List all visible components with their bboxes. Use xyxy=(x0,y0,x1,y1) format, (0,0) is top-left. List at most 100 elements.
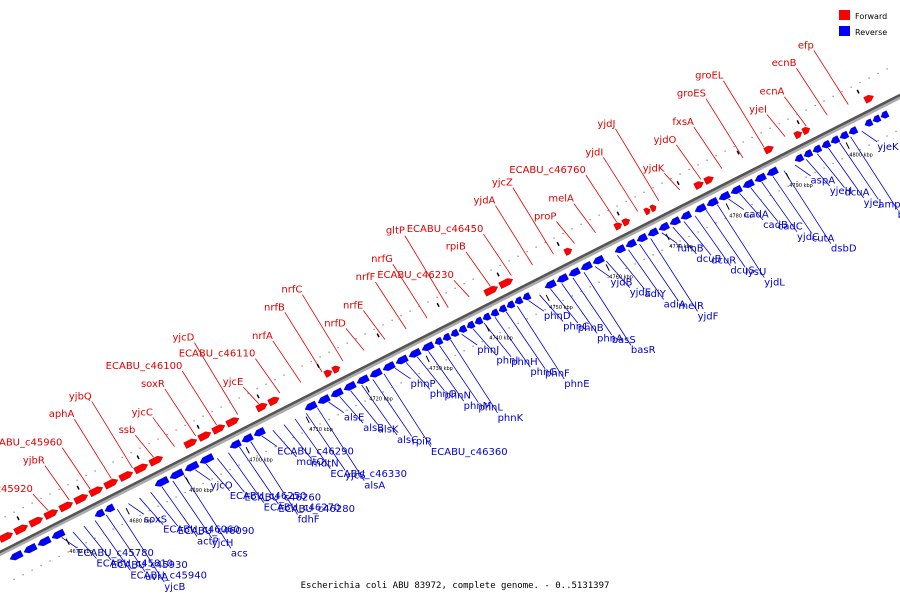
forward-gene-arrow[interactable] xyxy=(763,145,774,155)
reverse-gene-arrow[interactable] xyxy=(442,332,452,341)
forward-gene-arrow[interactable] xyxy=(0,532,14,543)
reverse-gene-arrow[interactable] xyxy=(880,110,890,119)
gene-label-cutA: cutA xyxy=(812,233,835,244)
reverse-gene-arrow[interactable] xyxy=(669,216,682,226)
forward-guide-dot xyxy=(886,68,888,70)
reverse-gene-arrow[interactable] xyxy=(872,114,882,123)
forward-gene-arrow[interactable] xyxy=(73,494,89,505)
reverse-gene-arrow[interactable] xyxy=(614,244,627,254)
reverse-gene-arrow[interactable] xyxy=(830,135,841,144)
forward-gene-arrow[interactable] xyxy=(103,478,119,490)
reverse-gene-arrow[interactable] xyxy=(434,336,444,345)
reverse-gene-arrow[interactable] xyxy=(625,238,638,248)
reverse-gene-arrow[interactable] xyxy=(680,210,693,220)
reverse-gene-arrow[interactable] xyxy=(241,433,254,443)
reverse-gene-arrow[interactable] xyxy=(23,542,38,554)
reverse-gene-arrow[interactable] xyxy=(169,468,185,480)
reverse-gene-arrow[interactable] xyxy=(253,427,266,437)
reverse-gene-arrow[interactable] xyxy=(694,203,707,213)
forward-gene-arrow[interactable] xyxy=(693,181,704,190)
reverse-gene-arrow[interactable] xyxy=(184,460,200,472)
forward-gene-arrow[interactable] xyxy=(613,222,623,231)
reverse-gene-arrow[interactable] xyxy=(718,190,731,201)
reverse-gene-arrow[interactable] xyxy=(754,172,767,183)
forward-gene-arrow[interactable] xyxy=(43,509,59,520)
reverse-gene-arrow[interactable] xyxy=(490,308,500,317)
reverse-gene-arrow[interactable] xyxy=(51,528,66,539)
reverse-gene-arrow[interactable] xyxy=(395,354,409,365)
forward-gene-arrow[interactable] xyxy=(643,207,651,216)
forward-gene-arrow[interactable] xyxy=(483,285,499,297)
forward-gene-arrow[interactable] xyxy=(197,431,212,442)
reverse-gene-arrow[interactable] xyxy=(839,130,850,140)
gene-label-groEL: groEL xyxy=(695,71,724,82)
reverse-gene-arrow[interactable] xyxy=(498,304,508,313)
reverse-gene-arrow[interactable] xyxy=(544,279,557,289)
forward-gene-arrow[interactable] xyxy=(225,417,240,428)
forward-gene-arrow[interactable] xyxy=(563,247,573,256)
reverse-gene-arrow[interactable] xyxy=(706,196,719,207)
forward-gene-arrow[interactable] xyxy=(58,501,74,513)
forward-gene-arrow[interactable] xyxy=(267,396,280,407)
reverse-gene-arrow[interactable] xyxy=(803,149,814,158)
reverse-gene-arrow[interactable] xyxy=(330,387,344,398)
reverse-gene-arrow[interactable] xyxy=(408,347,422,358)
reverse-gene-arrow[interactable] xyxy=(229,439,242,449)
reverse-gene-arrow[interactable] xyxy=(474,316,484,325)
forward-gene-arrow[interactable] xyxy=(148,455,164,467)
reverse-gene-arrow[interactable] xyxy=(466,320,476,329)
forward-gene-arrow[interactable] xyxy=(793,130,803,140)
reverse-gene-arrow[interactable] xyxy=(369,367,383,378)
forward-gene-arrow[interactable] xyxy=(183,438,198,449)
forward-gene-arrow[interactable] xyxy=(801,126,811,136)
reverse-gene-arrow[interactable] xyxy=(506,300,516,309)
reverse-gene-arrow[interactable] xyxy=(812,144,823,153)
reverse-gene-arrow[interactable] xyxy=(730,184,743,195)
forward-gene-arrow[interactable] xyxy=(255,402,268,413)
reverse-gene-arrow[interactable] xyxy=(450,328,460,337)
forward-gene-arrow[interactable] xyxy=(13,524,29,536)
reverse-gene-arrow[interactable] xyxy=(794,153,805,163)
forward-gene-arrow[interactable] xyxy=(498,278,514,289)
reverse-gene-arrow[interactable] xyxy=(592,254,605,265)
reverse-gene-arrow[interactable] xyxy=(864,118,874,127)
reverse-gene-arrow[interactable] xyxy=(742,178,755,189)
reverse-gene-arrow[interactable] xyxy=(568,267,581,277)
reverse-gene-arrow[interactable] xyxy=(356,374,370,385)
forward-gene-arrow[interactable] xyxy=(133,463,149,475)
forward-gene-arrow[interactable] xyxy=(211,424,226,435)
reverse-gene-arrow[interactable] xyxy=(766,166,779,176)
forward-gene-arrow[interactable] xyxy=(621,218,631,227)
reverse-gene-arrow[interactable] xyxy=(421,341,435,352)
reverse-gene-arrow[interactable] xyxy=(317,394,331,404)
reverse-gene-arrow[interactable] xyxy=(458,324,468,333)
reverse-gene-arrow[interactable] xyxy=(647,227,660,237)
reverse-gene-arrow[interactable] xyxy=(636,232,649,242)
reverse-gene-arrow[interactable] xyxy=(482,312,492,321)
reverse-gene-arrow[interactable] xyxy=(580,260,593,271)
reverse-gene-arrow[interactable] xyxy=(556,273,569,283)
reverse-gene-arrow[interactable] xyxy=(658,221,671,231)
reverse-gene-arrow[interactable] xyxy=(199,453,215,464)
forward-gene-arrow[interactable] xyxy=(88,486,104,498)
reverse-gene-arrow[interactable] xyxy=(343,380,357,391)
forward-gene-arrow[interactable] xyxy=(649,204,657,213)
reverse-gene-arrow[interactable] xyxy=(37,535,52,547)
forward-gene-arrow[interactable] xyxy=(863,94,874,104)
forward-gene-arrow[interactable] xyxy=(331,365,341,374)
forward-gene-arrow[interactable] xyxy=(323,369,333,378)
reverse-gene-arrow[interactable] xyxy=(848,126,859,135)
reverse-gene-arrow[interactable] xyxy=(382,361,396,371)
reverse-gene-arrow[interactable] xyxy=(104,503,116,513)
forward-gene-arrow[interactable] xyxy=(28,516,44,528)
reverse-gene-arrow[interactable] xyxy=(9,550,24,561)
reverse-gene-arrow[interactable] xyxy=(154,475,170,487)
reverse-gene-arrow[interactable] xyxy=(514,296,524,305)
reverse-gene-arrow[interactable] xyxy=(94,508,106,518)
reverse-guide-dot xyxy=(292,437,294,439)
reverse-gene-arrow[interactable] xyxy=(821,139,832,149)
reverse-gene-arrow[interactable] xyxy=(304,400,318,411)
reverse-gene-arrow[interactable] xyxy=(522,292,532,301)
forward-gene-arrow[interactable] xyxy=(703,176,714,185)
forward-gene-arrow[interactable] xyxy=(118,471,134,482)
